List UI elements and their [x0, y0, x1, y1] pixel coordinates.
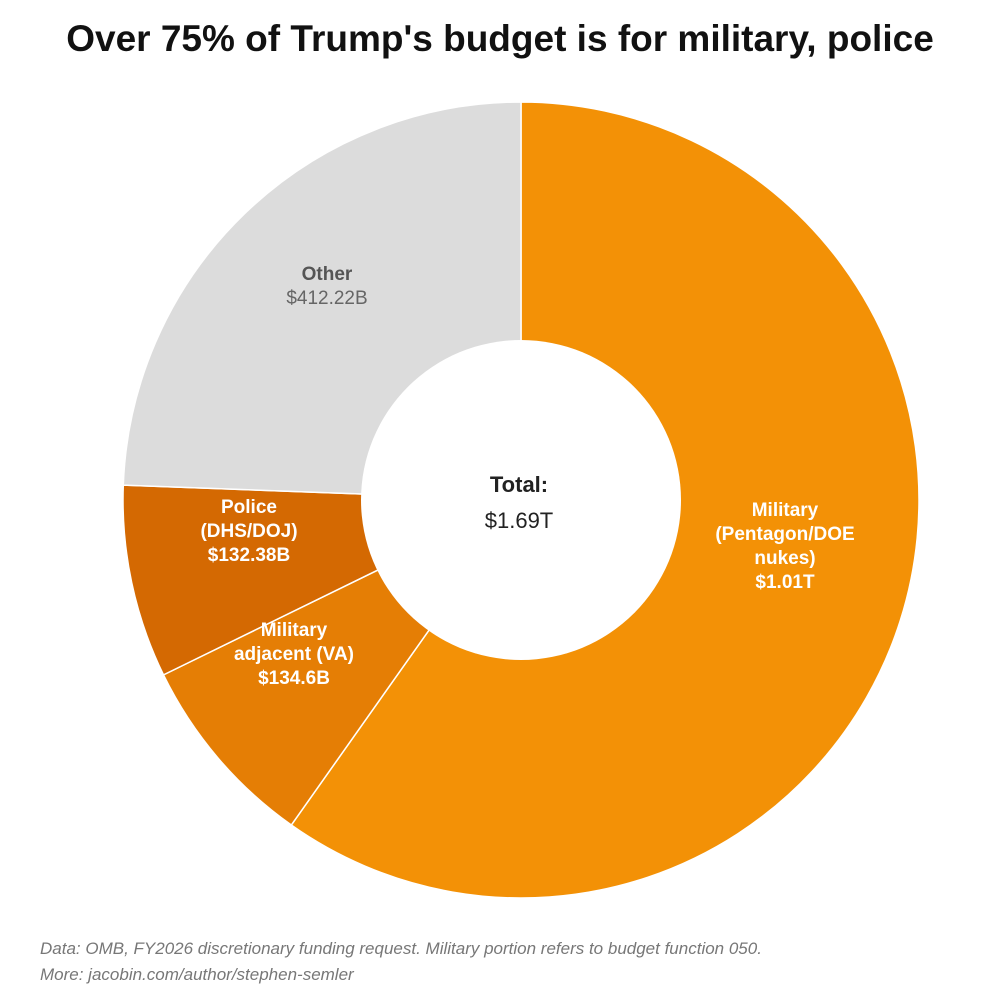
slice-label-line: Police	[221, 497, 277, 518]
center-total-label: Total:	[490, 472, 548, 497]
source-note: Data: OMB, FY2026 discretionary funding …	[40, 939, 762, 958]
center-total-value: $1.69T	[485, 508, 554, 533]
slice-label-line: Other	[302, 264, 353, 285]
slice-value-label: $412.22B	[286, 288, 367, 309]
slice-label-line: Military	[261, 620, 328, 641]
chart-footer: Data: OMB, FY2026 discretionary funding …	[40, 936, 990, 988]
slice-label-3: Other $412.22B	[286, 264, 367, 309]
slice-value-label: $1.01T	[755, 572, 815, 593]
slice-label-0: Military (Pentagon/DOE nukes) $1.01T	[715, 500, 854, 593]
slice-label-line: nukes)	[754, 548, 815, 569]
slice-label-line: Military	[752, 500, 819, 521]
slice-value-label: $132.38B	[208, 545, 290, 566]
slice-value-label: $134.6B	[258, 668, 330, 689]
slice-label-line: (DHS/DOJ)	[200, 521, 297, 542]
slice-labels: Military (Pentagon/DOE nukes) $1.01TMilitar…	[200, 264, 854, 689]
slice-label-1: Military adjacent (VA) $134.6B	[234, 620, 354, 689]
more-link[interactable]: More: jacobin.com/author/stephen-semler	[40, 965, 354, 984]
chart-title: Over 75% of Trump's budget is for milita…	[66, 18, 934, 59]
slice-label-line: adjacent (VA)	[234, 644, 354, 665]
donut-hole	[361, 340, 681, 660]
slice-label-line: (Pentagon/DOE	[715, 524, 854, 545]
slice-label-2: Police (DHS/DOJ) $132.38B	[200, 497, 297, 566]
